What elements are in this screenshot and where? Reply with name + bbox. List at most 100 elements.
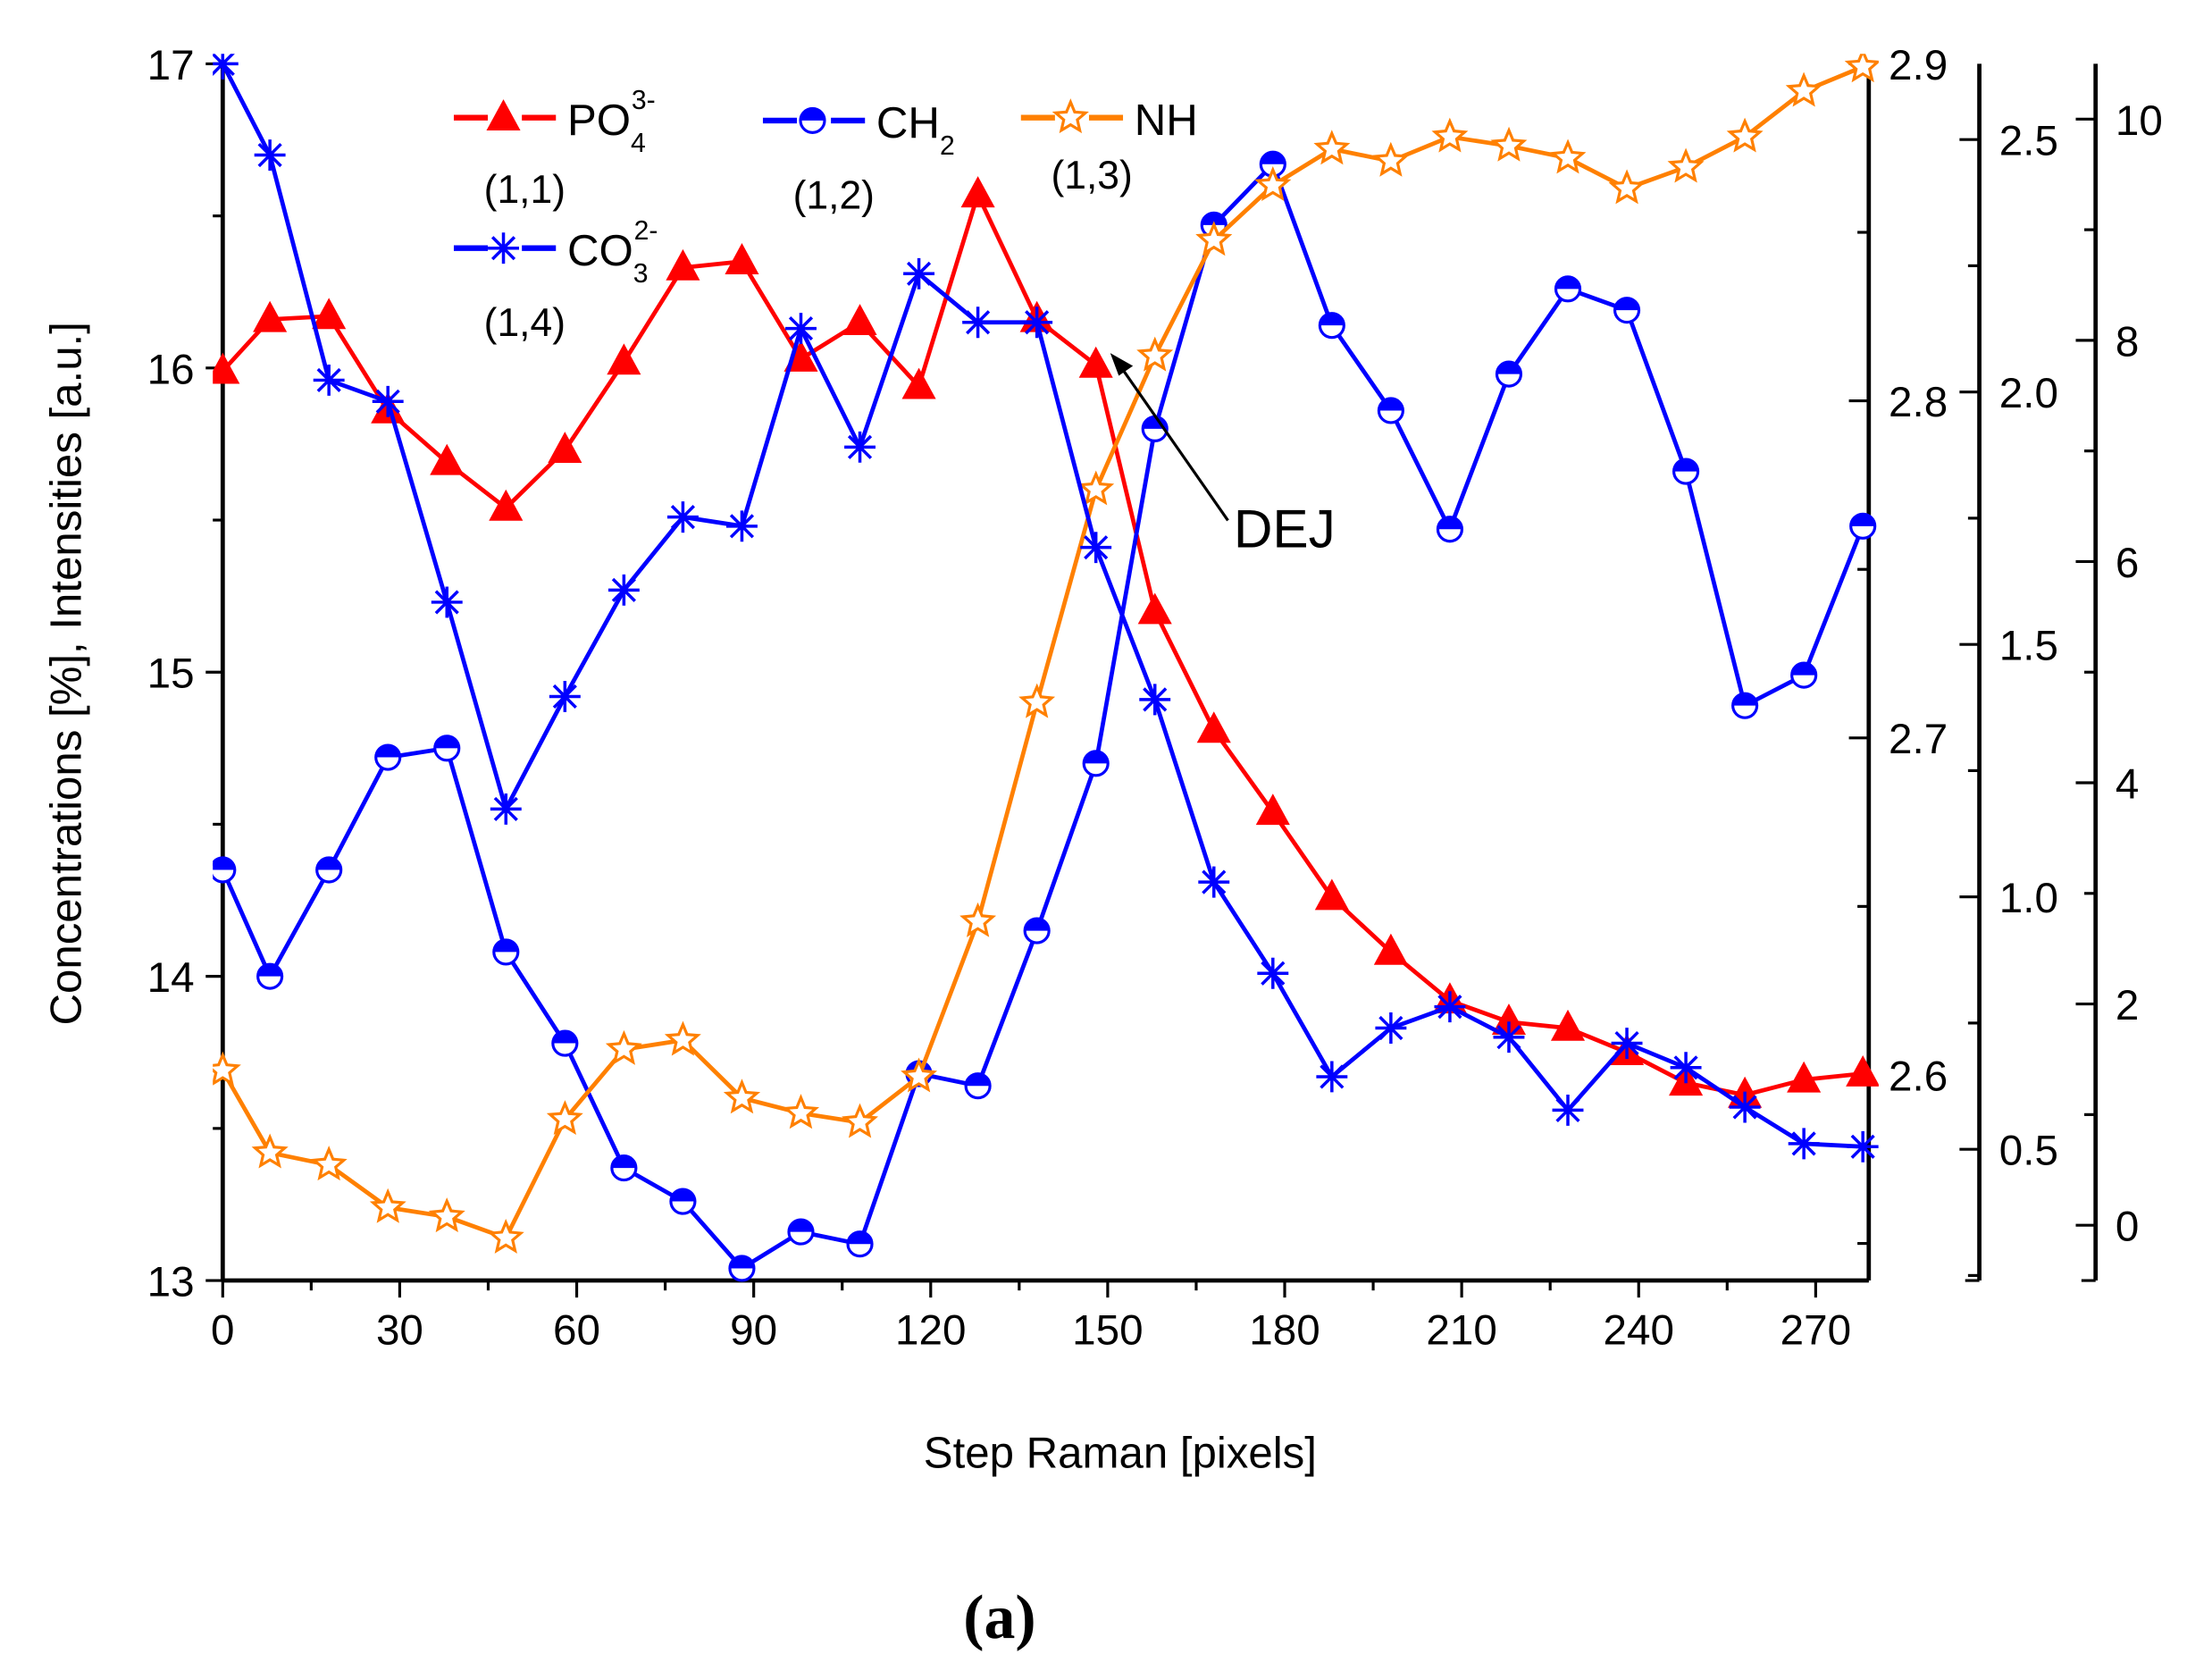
data-point-po4	[548, 432, 582, 464]
data-point-ch2-fill	[493, 939, 518, 953]
data-point-nh	[369, 1188, 406, 1223]
data-point-co3	[431, 586, 463, 618]
data-point-po4	[430, 443, 465, 475]
axes: 0 30 60 90 120 150 180 210 240 27013141516172.62.…	[147, 42, 2163, 1355]
data-point-ch2-fill	[966, 1073, 991, 1087]
x-tick-label: 270	[1780, 1306, 1851, 1354]
data-point-nh	[605, 1029, 642, 1065]
data-point-po4	[213, 352, 240, 384]
data-point-nh	[1608, 169, 1646, 205]
data-point-po4	[960, 176, 995, 208]
right-axis-3-tick-label: 6	[2116, 540, 2139, 587]
data-point-co3	[1847, 1130, 1879, 1163]
data-point-ch2-fill	[1555, 276, 1580, 290]
data-point-nh	[487, 1218, 524, 1254]
data-point-co3	[1198, 866, 1230, 898]
data-point-ch2-fill	[670, 1189, 695, 1202]
data-point-co3	[903, 257, 935, 290]
data-point-po4	[489, 489, 524, 521]
data-point-co3	[1257, 957, 1289, 989]
data-point-nh	[1077, 470, 1115, 506]
data-point-po4	[1550, 1009, 1586, 1041]
x-tick-label: 180	[1249, 1306, 1320, 1354]
legend-item-ch2: CH2(1,2)	[762, 98, 955, 217]
y-tick-label: 15	[147, 651, 195, 698]
data-point-co3	[213, 54, 239, 80]
legend-marker	[488, 232, 519, 264]
data-point-ch2-fill	[1496, 362, 1521, 374]
data-point-po4	[1137, 592, 1172, 625]
data-point-co3	[1611, 1028, 1643, 1059]
data-point-po4	[1196, 711, 1231, 743]
data-point-po4	[725, 243, 759, 274]
data-point-nh	[1254, 165, 1292, 202]
legend-tag: (1,4)	[484, 301, 566, 345]
data-point-co3	[1729, 1091, 1761, 1123]
right-axis-3-tick-label: 2	[2116, 982, 2139, 1029]
x-tick-label: 30	[376, 1306, 423, 1354]
dej-annotation: DEJ	[1110, 353, 1336, 559]
x-tick-label: 0	[211, 1306, 234, 1354]
data-point-co3	[607, 574, 640, 606]
data-point-ch2-fill	[257, 964, 282, 977]
series-nh	[213, 54, 1879, 1254]
x-tick-label: 60	[553, 1306, 600, 1354]
data-point-nh	[959, 902, 997, 937]
data-point-po4	[312, 298, 347, 330]
y-tick-label: 16	[147, 346, 195, 393]
data-point-ch2-fill	[1791, 663, 1816, 676]
data-point-nh	[723, 1079, 761, 1114]
data-point-co3	[1139, 684, 1171, 716]
legend-marker	[486, 99, 521, 131]
data-point-ch2-fill	[1202, 213, 1227, 225]
x-tick-label: 210	[1426, 1306, 1496, 1354]
data-point-ch2-fill	[1732, 693, 1757, 706]
data-point-ch2-fill	[316, 858, 341, 870]
data-point-nh	[1490, 126, 1528, 162]
data-point-co3	[962, 306, 994, 339]
data-point-co3	[372, 385, 404, 417]
data-point-ch2-fill	[552, 1031, 577, 1044]
data-point-co3	[725, 510, 758, 542]
data-point-co3	[549, 681, 581, 712]
right-axis-1-tick-label: 2.9	[1889, 42, 1948, 89]
data-point-po4	[607, 343, 641, 375]
data-point-nh	[782, 1094, 820, 1129]
data-point-co3	[1493, 1021, 1525, 1054]
right-axis-3-tick-label: 4	[2116, 760, 2139, 808]
data-point-nh	[213, 1051, 241, 1087]
data-point-nh	[251, 1133, 289, 1169]
legend-label: CH2	[876, 98, 955, 161]
dej-arrow-head	[1110, 353, 1134, 376]
x-tick-label: 90	[730, 1306, 777, 1354]
right-axis-2-tick-label: 2.0	[1999, 370, 2058, 417]
data-point-po4	[253, 300, 288, 332]
data-point-po4	[1255, 793, 1290, 826]
series-group	[213, 54, 1879, 1282]
data-point-nh	[1136, 336, 1174, 372]
right-axis-3-tick-label: 8	[2116, 318, 2139, 365]
data-point-nh	[1726, 117, 1764, 153]
y-axis-label: Concentrations [%], Intensities [a.u.]	[42, 322, 91, 1025]
legend-item-co3: CO32-(1,4)	[453, 216, 658, 345]
chart-title: (a)	[963, 1583, 1035, 1652]
y-tick-label: 17	[147, 42, 195, 89]
data-point-nh	[428, 1197, 465, 1233]
x-tick-label: 120	[895, 1306, 966, 1354]
right-axis-2-tick-label: 2.5	[1999, 118, 2058, 165]
data-point-nh	[1018, 683, 1056, 718]
data-point-nh	[310, 1146, 348, 1181]
data-point-nh	[1549, 139, 1587, 174]
data-point-ch2-fill	[611, 1155, 636, 1169]
data-point-po4	[1846, 1054, 1879, 1087]
data-point-co3	[1080, 532, 1112, 564]
legend-marker	[1052, 98, 1089, 134]
data-point-nh	[1844, 54, 1879, 83]
data-point-nh	[1372, 141, 1410, 177]
series-ch2	[213, 150, 1877, 1282]
data-point-po4	[1787, 1061, 1822, 1093]
data-point-ch2-fill	[434, 735, 459, 749]
data-point-nh	[546, 1100, 583, 1136]
legend-tag: (1,2)	[793, 173, 875, 217]
